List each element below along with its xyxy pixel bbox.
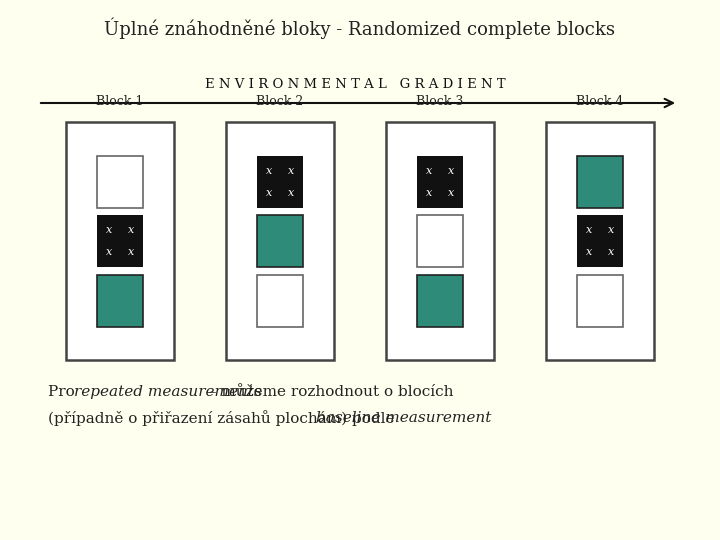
Text: repeated measurements: repeated measurements: [73, 385, 261, 399]
Text: x: x: [426, 165, 432, 176]
Text: x: x: [608, 225, 614, 235]
Bar: [577, 274, 623, 327]
Text: x: x: [586, 225, 592, 235]
Text: x: x: [106, 225, 112, 235]
Bar: [577, 156, 623, 207]
Bar: [257, 215, 303, 267]
Text: x: x: [586, 247, 592, 257]
Text: x: x: [266, 165, 272, 176]
Bar: [417, 274, 463, 327]
Text: Block 4: Block 4: [576, 95, 624, 108]
Text: Block 3: Block 3: [416, 95, 464, 108]
Text: x: x: [128, 225, 134, 235]
Bar: [257, 156, 303, 207]
Bar: [66, 122, 174, 360]
Text: E N V I R O N M E N T A L   G R A D I E N T: E N V I R O N M E N T A L G R A D I E N …: [204, 78, 505, 91]
Text: Block 2: Block 2: [256, 95, 304, 108]
Text: x: x: [266, 187, 272, 198]
Bar: [577, 215, 623, 267]
Text: x: x: [128, 247, 134, 257]
Text: x: x: [106, 247, 112, 257]
Bar: [97, 156, 143, 207]
Text: x: x: [288, 187, 294, 198]
Bar: [97, 215, 143, 267]
Bar: [417, 156, 463, 207]
Bar: [257, 274, 303, 327]
Text: x: x: [426, 187, 432, 198]
Bar: [226, 122, 334, 360]
Text: – můžeme rozhodnout o blocích: – můžeme rozhodnout o blocích: [204, 385, 454, 399]
Bar: [97, 274, 143, 327]
Text: Block 1: Block 1: [96, 95, 144, 108]
Text: x: x: [448, 165, 454, 176]
Bar: [546, 122, 654, 360]
Text: Pro: Pro: [48, 385, 80, 399]
Text: Úplné znáhodněné bloky - Randomized complete blocks: Úplné znáhodněné bloky - Randomized comp…: [104, 17, 616, 39]
Text: baseline measurement: baseline measurement: [316, 411, 492, 425]
Text: x: x: [448, 187, 454, 198]
Bar: [386, 122, 494, 360]
Text: x: x: [288, 165, 294, 176]
Bar: [417, 215, 463, 267]
Text: x: x: [608, 247, 614, 257]
Text: (případně o přiřazení zásahů plochám) podle: (případně o přiřazení zásahů plochám) po…: [48, 410, 400, 426]
